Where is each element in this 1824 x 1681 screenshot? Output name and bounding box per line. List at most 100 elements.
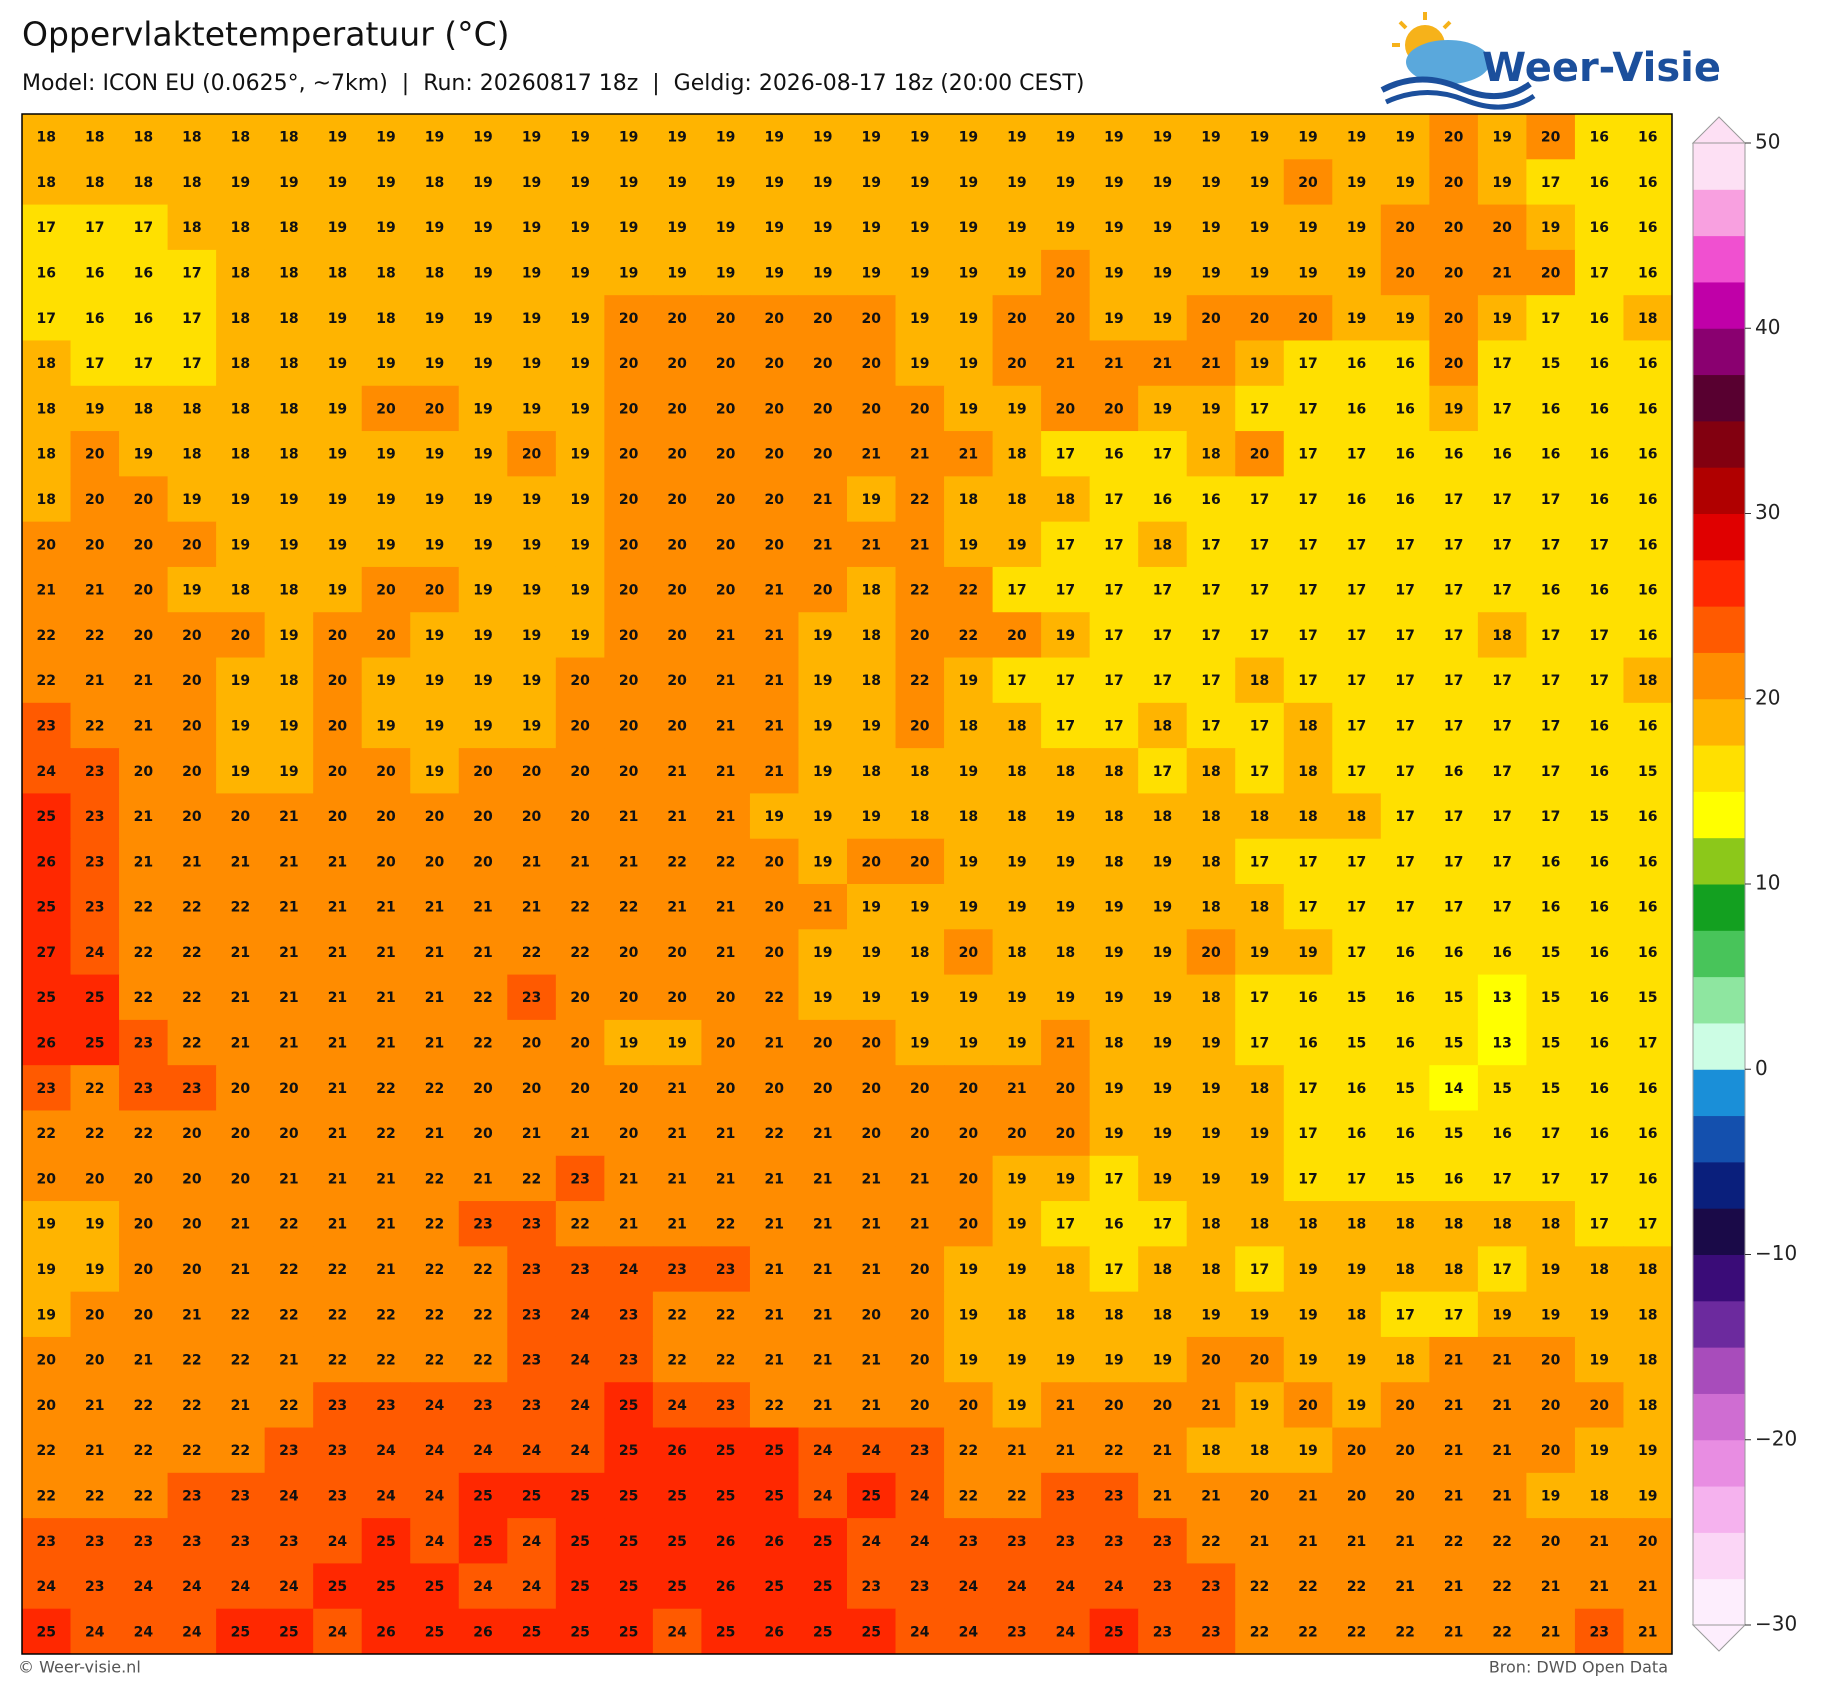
temp-label: 20 — [959, 1217, 979, 1233]
temp-label: 24 — [279, 1488, 299, 1504]
temp-cell — [22, 1246, 72, 1293]
temp-label: 16 — [1638, 583, 1657, 599]
temp-cell — [944, 204, 994, 251]
temp-label: 19 — [1395, 175, 1414, 191]
temp-label: 21 — [1589, 1534, 1608, 1550]
temp-label: 21 — [1541, 1624, 1560, 1640]
temp-label: 21 — [813, 1307, 832, 1323]
temp-label: 19 — [328, 220, 347, 236]
temp-cell — [1526, 1336, 1576, 1383]
temp-cell — [604, 929, 654, 976]
temp-cell — [1623, 1155, 1673, 1202]
temp-label: 18 — [376, 311, 395, 327]
temp-cell — [798, 884, 848, 930]
temp-cell — [1380, 702, 1430, 749]
temp-label: 21 — [959, 447, 978, 463]
temp-label: 19 — [1104, 945, 1123, 961]
temp-cell — [167, 566, 217, 613]
temp-cell — [1138, 1110, 1188, 1157]
temp-cell — [410, 1065, 460, 1111]
temp-cell — [216, 1246, 266, 1293]
temp-cell — [555, 476, 605, 523]
temp-label: 16 — [1395, 401, 1414, 417]
temp-label: 24 — [813, 1488, 833, 1504]
temp-cell — [798, 1019, 848, 1066]
temp-label: 22 — [231, 1353, 250, 1369]
temp-label: 17 — [1250, 1036, 1269, 1052]
temp-label: 19 — [1201, 401, 1220, 417]
temp-label: 19 — [959, 854, 978, 870]
temp-cell — [847, 612, 897, 659]
temp-label: 19 — [1007, 1398, 1026, 1414]
colorbar-band — [1693, 652, 1745, 700]
temp-cell — [1380, 340, 1430, 387]
temp-label: 20 — [570, 764, 590, 780]
temp-cell — [216, 249, 266, 296]
temp-label: 19 — [231, 492, 250, 508]
temp-label: 20 — [667, 583, 687, 599]
temp-label: 25 — [619, 1398, 638, 1414]
temp-cell — [1526, 1382, 1576, 1429]
temp-label: 23 — [570, 1171, 589, 1187]
temp-cell — [604, 657, 654, 704]
temp-label: 19 — [910, 1036, 929, 1052]
temp-cell — [1477, 385, 1527, 432]
temp-label: 24 — [1104, 1579, 1124, 1595]
temp-cell — [167, 476, 217, 523]
temp-cell — [1429, 1155, 1479, 1202]
temp-cell — [361, 1201, 411, 1247]
temp-cell — [1235, 974, 1285, 1021]
temp-label: 16 — [1541, 401, 1560, 417]
temp-cell — [1283, 1608, 1333, 1655]
temp-label: 20 — [862, 356, 882, 372]
temp-label: 20 — [328, 764, 348, 780]
temp-cell — [555, 1336, 605, 1383]
temp-cell — [1380, 1019, 1430, 1066]
temp-cell — [604, 1110, 654, 1157]
temp-label: 18 — [1153, 1262, 1172, 1278]
temp-label: 17 — [1395, 583, 1414, 599]
colorbar-tick-label: 20 — [1755, 685, 1780, 709]
temp-label: 19 — [1541, 1307, 1560, 1323]
temp-cell — [555, 612, 605, 659]
temp-cell — [749, 204, 799, 251]
temp-cell — [1089, 884, 1139, 930]
temp-label: 21 — [764, 673, 783, 689]
temp-cell — [1332, 521, 1382, 568]
temp-label: 19 — [667, 220, 686, 236]
temp-label: 19 — [1007, 1036, 1026, 1052]
temp-label: 24 — [37, 1579, 57, 1595]
temp-cell — [1526, 521, 1576, 568]
temp-cell — [167, 748, 217, 794]
temp-cell — [1526, 793, 1576, 840]
temp-cell — [1429, 431, 1479, 477]
temp-label: 25 — [764, 1488, 783, 1504]
temp-label: 19 — [376, 447, 395, 463]
temp-label: 21 — [764, 1353, 783, 1369]
temp-cell — [1623, 159, 1673, 206]
temp-label: 20 — [716, 537, 736, 553]
temp-label: 20 — [522, 447, 542, 463]
temp-label: 20 — [862, 401, 882, 417]
temp-label: 19 — [1153, 1126, 1172, 1142]
temp-cell — [1041, 1155, 1091, 1202]
temp-label: 19 — [1153, 266, 1172, 282]
temp-label: 20 — [1395, 1398, 1415, 1414]
temp-label: 20 — [231, 809, 251, 825]
temp-cell — [1380, 1382, 1430, 1429]
temp-cell — [119, 295, 169, 341]
temp-cell — [22, 1472, 72, 1519]
temp-cell — [410, 249, 460, 296]
colorbar-band — [1693, 1254, 1745, 1302]
temp-cell — [798, 1201, 848, 1247]
temp-label: 17 — [1298, 628, 1317, 644]
temp-cell — [361, 884, 411, 930]
temp-cell — [507, 1427, 557, 1474]
temp-cell — [555, 1518, 605, 1564]
temp-label: 22 — [376, 1081, 395, 1097]
temp-cell — [1138, 159, 1188, 206]
temp-cell — [361, 249, 411, 296]
temp-label: 20 — [1007, 311, 1027, 327]
temp-cell — [1138, 114, 1188, 160]
colorbar-band — [1693, 1300, 1745, 1348]
